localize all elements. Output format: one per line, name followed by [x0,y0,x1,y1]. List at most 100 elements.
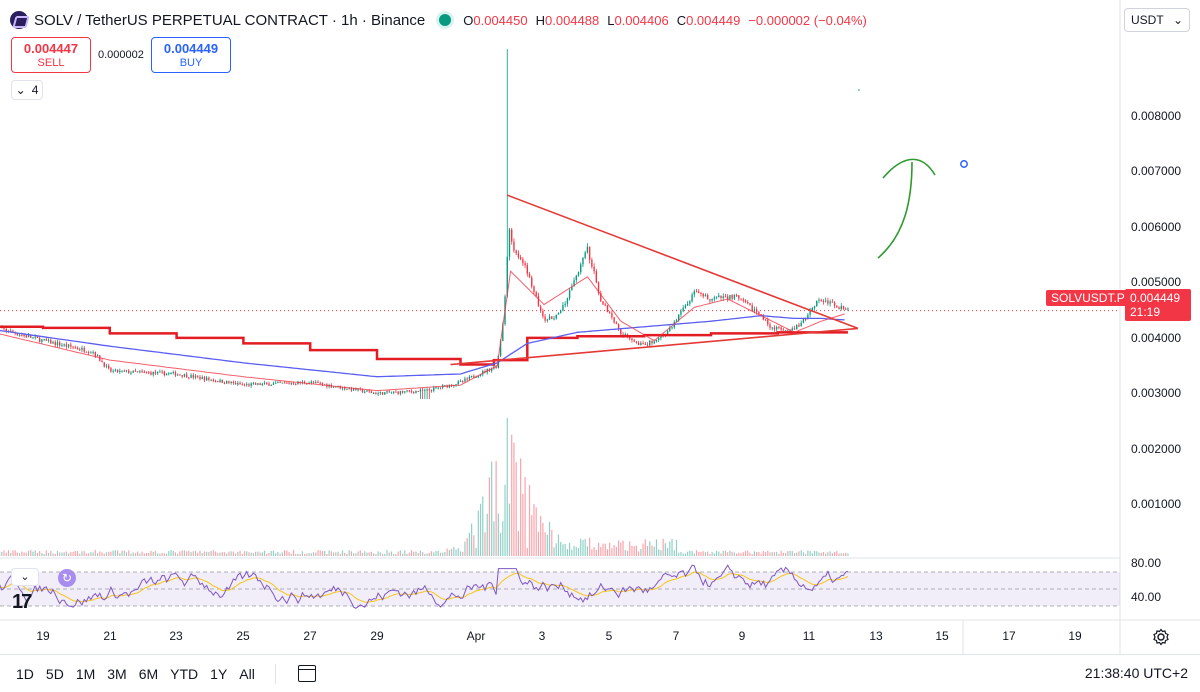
candle-body [210,379,212,381]
volume-bar [393,553,395,556]
candle-body [254,383,257,385]
volume-pane [0,418,849,556]
tradingview-logo[interactable]: 17 [12,591,32,613]
range-button-ytd[interactable]: YTD [170,665,199,682]
volume-bar [406,553,408,556]
volume-bar [486,513,488,556]
buy-price: 0.004449 [163,41,219,56]
candle-body [257,383,259,385]
symbol-title[interactable]: SOLV / TetherUS PERPETUAL CONTRACT · 1h … [34,11,426,29]
volume-bar [450,548,453,556]
candle-body [21,334,23,336]
volume-bar [353,553,355,556]
candle-body [562,305,564,311]
candle-body [475,376,477,378]
volume-bar [137,551,139,556]
volume-bar [760,553,762,556]
rsi-collapse-button[interactable]: ⌄ [11,568,39,586]
volume-bar [192,551,194,556]
range-button-3m[interactable]: 3M [107,665,127,682]
range-button-6m[interactable]: 6M [138,665,159,682]
candle-body [357,388,359,391]
utc-clock[interactable]: 21:38:40 UTC+2 [1084,665,1188,681]
candle-body [54,341,56,345]
range-button-1y[interactable]: 1Y [210,665,228,682]
indicators-toggle-button[interactable]: ⌄ 4 [11,80,43,100]
candle-body [506,256,508,297]
volume-bar [753,551,756,556]
candle-body [344,387,346,390]
price-tick-label: 0.005000 [1131,275,1182,290]
gear-icon[interactable] [1152,628,1170,646]
volume-bar [359,550,361,556]
candle-body [397,391,399,394]
volume-bar [513,442,515,556]
volume-bar [364,551,366,556]
volume-bar [609,542,611,556]
range-button-all[interactable]: All [239,665,255,682]
candle-body [47,339,50,341]
volume-bar [252,553,255,556]
volume-bar [533,504,535,556]
volume-bar [542,522,544,556]
volume-bar [671,538,673,556]
candle-body [246,384,248,386]
volume-bar [582,540,584,556]
currency-select[interactable]: USDT ⌄ [1124,8,1190,32]
candle-body [455,384,457,386]
volume-bar [279,553,281,556]
volume-bar [560,542,562,556]
volume-bar [580,538,582,556]
volume-bar [190,552,192,556]
volume-bar [299,553,301,556]
time-tick-label: 21 [103,629,117,643]
volume-bar [388,552,390,556]
buy-button[interactable]: 0.004449 BUY [151,37,231,73]
volume-bar [842,553,845,556]
candle-body [675,320,678,322]
refresh-icon[interactable]: ↻ [58,569,76,587]
volume-bar [611,548,613,556]
candle-body [208,377,210,380]
sell-button[interactable]: 0.004447 SELL [11,37,91,73]
range-button-1d[interactable]: 1D [16,665,34,682]
volume-bar [524,477,526,556]
range-button-5d[interactable]: 5D [45,665,64,682]
volume-bar [666,547,669,556]
candle-body [350,388,353,391]
candle-body [30,335,32,338]
candle-body [827,300,829,304]
candle-body [644,343,647,345]
volume-bar [540,515,542,556]
candle-body [577,272,580,276]
candle-body [348,388,350,390]
candle-body [315,381,317,383]
candle-body [602,301,604,305]
candle-body [490,368,493,371]
volume-bar [453,546,455,556]
volume-bar [700,551,702,556]
volume-bar [551,529,553,556]
candle-body [758,311,760,315]
candle-body [735,294,738,296]
volume-bar [339,553,341,556]
volume-bar [7,550,10,556]
volume-bar [261,552,263,556]
volume-bar [787,550,789,556]
range-button-1m[interactable]: 1M [75,665,96,682]
candle-body [444,385,446,387]
triangle-lower-trendline [450,327,859,366]
candle-body [811,308,814,311]
candle-body [680,311,682,315]
candle-body [522,259,524,264]
volume-bar [702,551,704,556]
volume-bar [361,552,364,556]
volume-bar [822,551,825,556]
time-tick-label: 19 [36,629,50,643]
calendar-icon[interactable] [297,665,316,682]
support-step-line [0,325,848,366]
volume-bar [633,546,635,556]
candle-body [199,376,201,380]
candle-body [76,347,79,350]
